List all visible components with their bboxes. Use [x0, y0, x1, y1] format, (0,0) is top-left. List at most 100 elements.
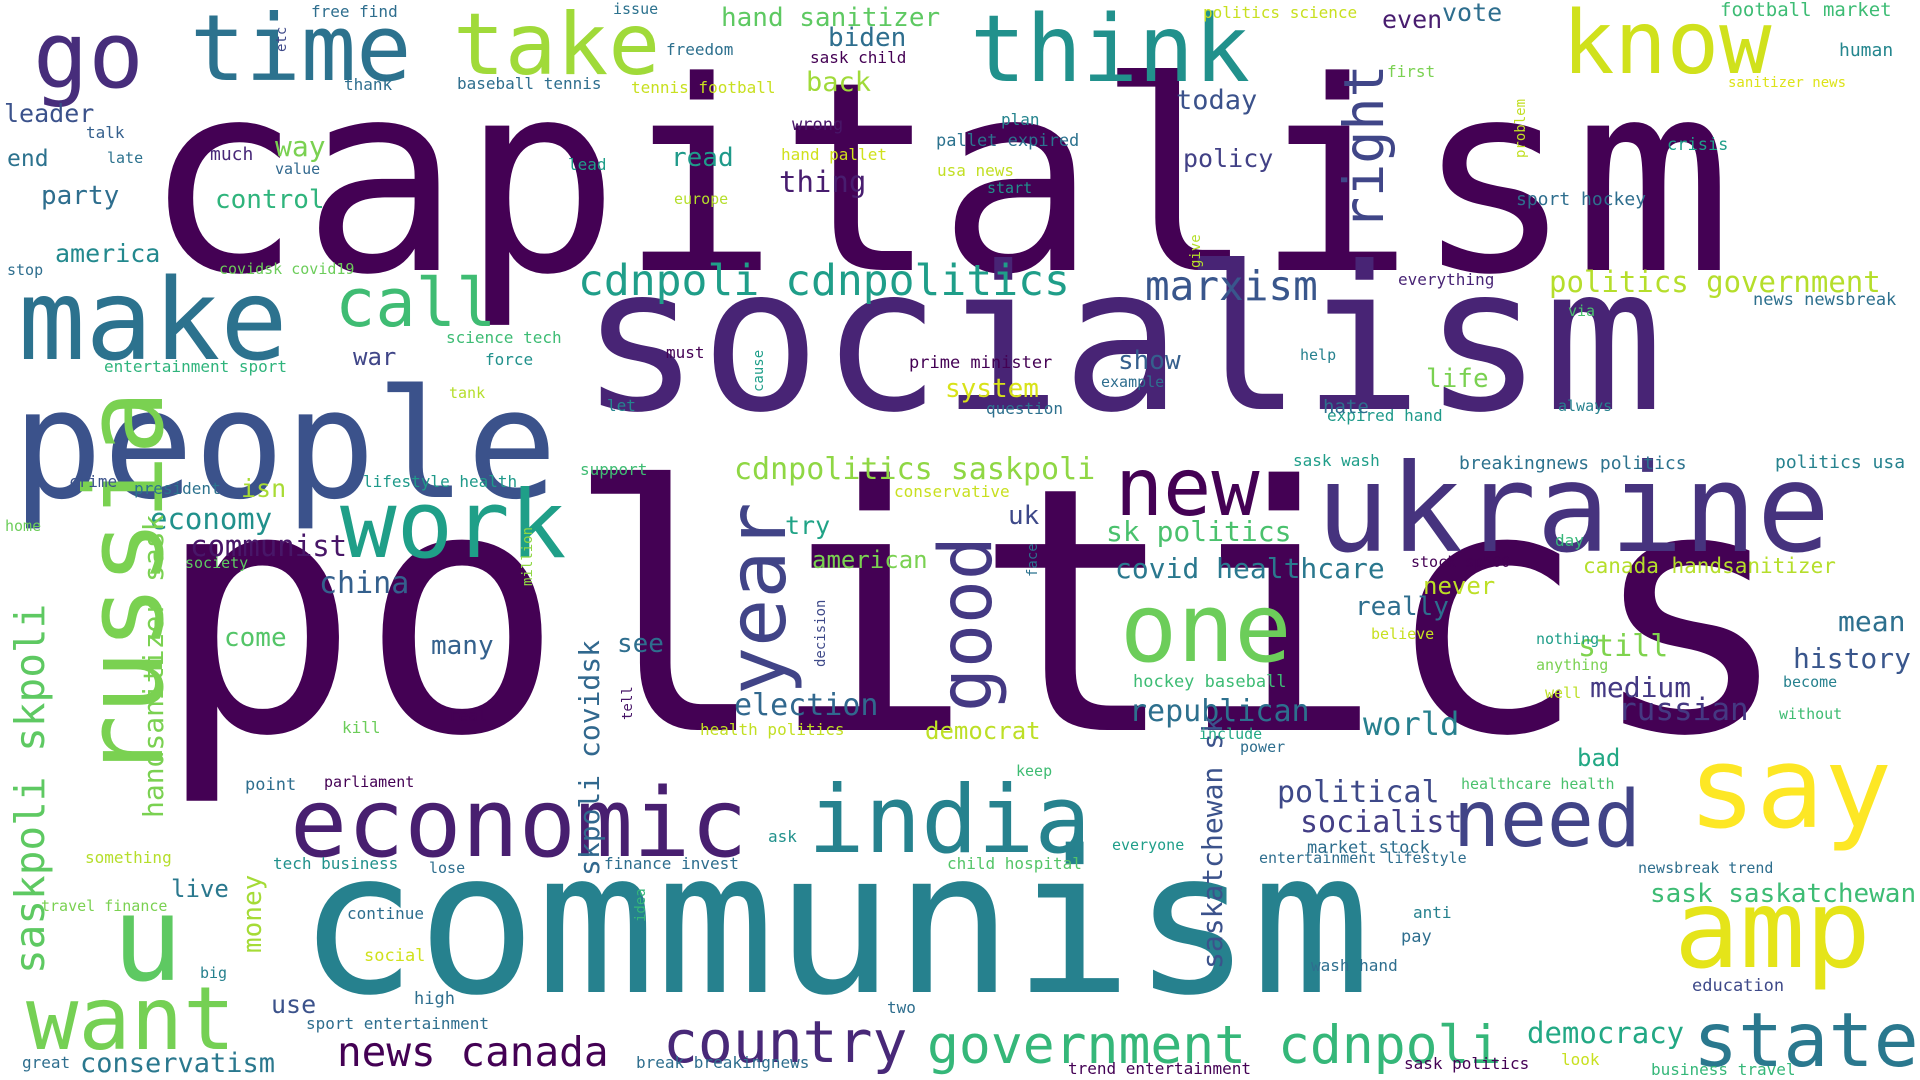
- word: something: [85, 848, 172, 867]
- word: way: [275, 130, 326, 163]
- word: break breakingnews: [636, 1053, 810, 1072]
- word: try: [785, 511, 831, 540]
- word: good: [924, 536, 1009, 712]
- word: mean: [1838, 605, 1906, 638]
- word: wash hand: [1311, 956, 1398, 975]
- word: entertainment lifestyle: [1259, 849, 1467, 867]
- word: question: [986, 399, 1064, 418]
- word: people: [12, 357, 558, 533]
- word: pallet expired: [936, 131, 1080, 151]
- word: without: [1779, 705, 1843, 723]
- word: saskpoli skpoli: [6, 603, 54, 974]
- word: freedom: [666, 40, 734, 59]
- word: vote: [1442, 0, 1503, 27]
- word: market stock: [1307, 838, 1430, 858]
- word: free find: [311, 2, 398, 21]
- word: real: [449, 706, 488, 725]
- word: point: [245, 775, 297, 795]
- word: sport hockey: [1516, 189, 1647, 210]
- word: amp: [1674, 866, 1871, 993]
- word: sport entertainment: [306, 1014, 490, 1033]
- word: really: [1355, 592, 1449, 622]
- word: lifestyle health: [363, 472, 518, 491]
- word: economic: [290, 769, 748, 879]
- word: tennis football: [631, 78, 776, 97]
- word: political: [1277, 775, 1440, 810]
- word: war: [353, 343, 397, 371]
- word: include: [1199, 725, 1263, 743]
- word: need: [1453, 775, 1641, 865]
- word: policy: [1183, 144, 1274, 173]
- word: problem: [1513, 98, 1529, 158]
- word: say: [1688, 722, 1893, 854]
- word: value: [275, 160, 321, 178]
- word: go: [33, 2, 144, 109]
- word: money: [238, 874, 268, 953]
- word: support: [580, 460, 648, 479]
- word: end: [7, 146, 49, 172]
- word: sanitizer news: [1728, 75, 1847, 91]
- word: force: [485, 350, 534, 369]
- word: baseball tennis: [457, 74, 602, 93]
- word: sask child: [810, 48, 907, 67]
- word: politics government: [1549, 265, 1881, 299]
- word: politics: [155, 415, 1793, 811]
- word: even: [1382, 5, 1443, 34]
- word: skpoli covidsk: [573, 639, 606, 876]
- word: two: [887, 998, 916, 1017]
- word: breakingnews politics: [1459, 453, 1687, 474]
- word: politics usa: [1775, 452, 1906, 473]
- word: think: [970, 0, 1250, 103]
- word: communism: [298, 808, 1371, 1039]
- word: covidsk covid19: [219, 260, 355, 278]
- word: child hospital: [947, 854, 1082, 873]
- word: news canada: [337, 1028, 609, 1076]
- word: hate: [1323, 396, 1369, 418]
- word: canada handsanitizer: [1583, 554, 1836, 578]
- word: well: [1545, 684, 1582, 702]
- word: must: [666, 343, 705, 362]
- word: still: [1578, 629, 1669, 664]
- word: via: [1568, 302, 1596, 320]
- word: talk: [86, 123, 125, 142]
- word: social: [364, 946, 426, 966]
- word: india: [808, 766, 1091, 875]
- word: tech business: [273, 854, 399, 873]
- word: healthcare health: [1461, 775, 1615, 793]
- word: prime minister: [909, 353, 1053, 373]
- word: conservatism: [80, 1048, 276, 1079]
- word: democracy: [1527, 1016, 1685, 1050]
- word: ask: [768, 827, 797, 846]
- word: live: [171, 875, 229, 903]
- word: football market: [1720, 0, 1892, 21]
- word: tank: [449, 384, 486, 402]
- word: control: [215, 185, 325, 215]
- word: crime: [69, 472, 118, 491]
- word: world: [1363, 705, 1460, 743]
- word: election: [734, 688, 879, 723]
- word: entertainment sport: [104, 357, 288, 376]
- word: right: [1332, 64, 1396, 230]
- word: anything: [1536, 656, 1609, 674]
- word: start: [987, 179, 1033, 197]
- word: socialism: [580, 224, 1664, 457]
- word: isn: [241, 474, 287, 503]
- word: biden: [828, 23, 907, 53]
- word: make: [18, 256, 288, 386]
- word: anti: [1413, 903, 1452, 922]
- word: finance invest: [604, 854, 739, 873]
- word: everything: [1398, 270, 1495, 289]
- word: handsanitizer sask: [137, 514, 170, 818]
- word: science tech: [446, 328, 562, 347]
- word: marxism: [1145, 262, 1318, 310]
- word: see: [617, 629, 664, 659]
- word: cdnpoli cdnpolitics: [578, 256, 1070, 306]
- word: idea: [633, 888, 649, 922]
- word: crisis: [1667, 135, 1729, 155]
- word: lead: [568, 155, 607, 174]
- word: president: [134, 479, 221, 498]
- word: sask politics: [1404, 1054, 1530, 1073]
- word: home: [5, 517, 42, 535]
- word: cause: [751, 349, 767, 392]
- word: stock sp500: [1411, 553, 1511, 571]
